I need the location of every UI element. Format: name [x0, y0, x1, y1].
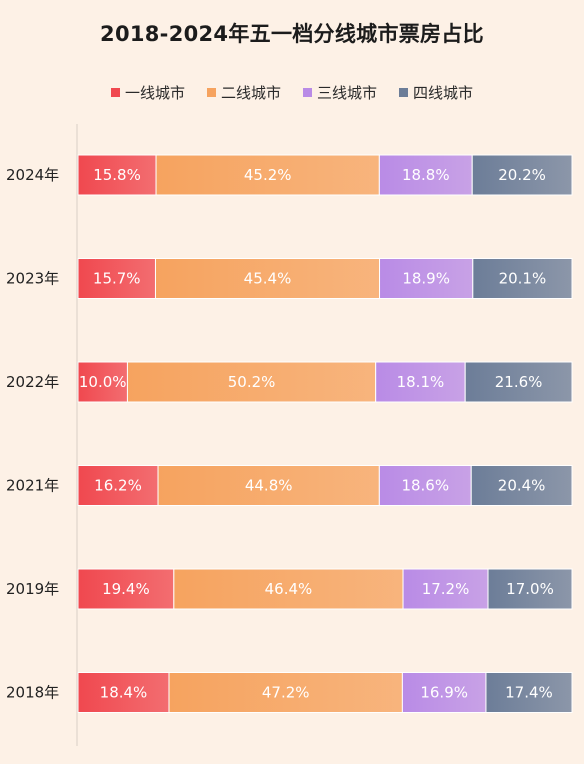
bar-segment-tier1	[77, 154, 157, 196]
legend-item-tier4: 四线城市	[399, 82, 473, 103]
legend-swatch-tier4	[399, 88, 409, 97]
bar-segment-tier2	[126, 361, 377, 403]
legend-swatch-tier2	[206, 88, 216, 97]
chart-title: 2018-2024年五一档分线城市票房占比	[100, 22, 484, 46]
bar-segment-tier1	[77, 568, 175, 610]
bar-segment-tier1	[77, 465, 159, 506]
data-label-tier4: 21.6%	[495, 373, 543, 391]
data-label-tier1: 10.0%	[79, 373, 127, 391]
data-label-tier2: 45.4%	[244, 270, 292, 288]
bar-segment-tier3	[375, 361, 466, 403]
bar-segment-tier1	[77, 361, 128, 403]
bar-segment-tier4	[472, 258, 573, 299]
legend-item-tier3: 三线城市	[303, 82, 377, 103]
data-label-tier1: 18.4%	[100, 684, 148, 702]
legend-label-tier2: 二线城市	[220, 84, 281, 102]
data-label-tier4: 20.2%	[498, 166, 546, 184]
data-label-tier3: 18.1%	[397, 373, 445, 391]
data-label-tier3: 17.2%	[422, 580, 470, 598]
data-label-tier4: 20.1%	[499, 270, 547, 288]
data-label-tier4: 17.4%	[505, 684, 553, 702]
bar-segment-tier3	[378, 154, 473, 196]
legend-swatch-tier1	[110, 88, 120, 97]
year-label: 2024年	[6, 166, 59, 184]
data-label-tier4: 17.0%	[506, 580, 554, 598]
year-label: 2021年	[6, 477, 59, 495]
bar-segment-tier4	[471, 154, 573, 196]
bar-segment-tier3	[379, 258, 474, 299]
legend-label-tier3: 三线城市	[317, 84, 378, 102]
legend-label-tier4: 四线城市	[413, 84, 474, 102]
bar-segment-tier4	[470, 465, 573, 506]
year-label: 2023年	[6, 270, 59, 288]
year-label: 2019年	[6, 580, 59, 598]
data-label-tier2: 46.4%	[265, 580, 313, 598]
bar-segment-tier4	[487, 568, 573, 610]
data-label-tier2: 50.2%	[228, 373, 276, 391]
bar-segment-tier1	[77, 258, 156, 299]
legend-item-tier2: 二线城市	[206, 82, 281, 103]
bar-segment-tier2	[157, 465, 380, 506]
legend-swatch-tier3	[303, 88, 312, 97]
legend-label-tier1: 一线城市	[124, 84, 185, 102]
data-label-tier1: 15.8%	[93, 166, 141, 184]
legend: 一线城市 二线城市 三线城市 四线城市	[0, 82, 584, 103]
year-label: 2018年	[6, 684, 59, 702]
bar-segment-tier2	[168, 672, 403, 713]
data-label-tier1: 19.4%	[102, 580, 150, 598]
data-label-tier3: 18.9%	[402, 270, 450, 288]
data-label-tier2: 44.8%	[245, 477, 293, 495]
data-label-tier2: 45.2%	[244, 166, 292, 184]
bar-segment-tier2	[155, 154, 380, 196]
bar-segment-tier4	[485, 672, 573, 713]
data-label-tier3: 18.6%	[401, 477, 449, 495]
legend-item-tier1: 一线城市	[110, 82, 185, 103]
bar-segment-tier3	[378, 465, 472, 506]
bar-segment-tier1	[77, 672, 170, 713]
data-label-tier1: 15.7%	[93, 270, 141, 288]
data-label-tier3: 18.8%	[402, 166, 450, 184]
bar-segment-tier4	[464, 361, 573, 403]
year-label: 2022年	[6, 373, 59, 391]
data-label-tier1: 16.2%	[94, 477, 142, 495]
bar-segment-tier2	[173, 568, 404, 610]
bar-segment-tier2	[154, 258, 381, 299]
data-label-tier4: 20.4%	[498, 477, 546, 495]
data-label-tier3: 16.9%	[420, 684, 468, 702]
data-label-tier2: 47.2%	[262, 684, 310, 702]
